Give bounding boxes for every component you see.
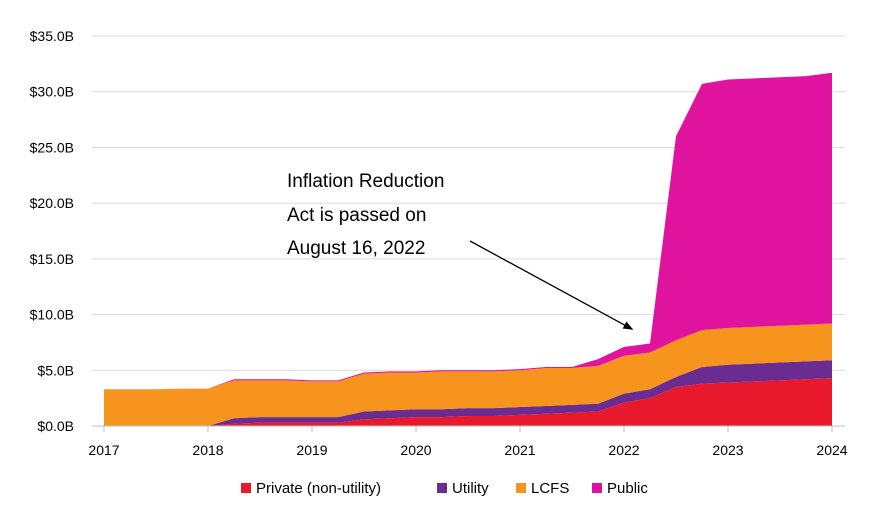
y-tick-label: $25.0B [30, 139, 74, 155]
x-tick-label: 2018 [192, 442, 223, 458]
area-utility [104, 360, 832, 426]
x-tick-label: 2022 [608, 442, 639, 458]
y-tick-label: $35.0B [30, 28, 74, 44]
legend-swatch [516, 483, 526, 493]
legend-swatch [592, 483, 602, 493]
y-tick-label: $0.0B [37, 418, 74, 434]
x-tick-label: 2023 [712, 442, 743, 458]
annotation-line-3: August 16, 2022 [287, 238, 425, 259]
x-tick-label: 2019 [296, 442, 327, 458]
area-private-non-utility [104, 378, 832, 426]
y-tick-label: $30.0B [30, 84, 74, 100]
annotation: Inflation Reduction Act is passed on Aug… [287, 171, 634, 330]
grid-lines [92, 35, 845, 371]
legend-swatch [437, 483, 447, 493]
y-tick-label: $15.0B [30, 251, 74, 267]
legend-label: LCFS [531, 480, 569, 497]
area-lcfs [104, 323, 832, 426]
x-tick-label: 2020 [400, 442, 431, 458]
area-series [104, 72, 832, 426]
x-tick-label: 2017 [88, 442, 119, 458]
annotation-line-2: Act is passed on [287, 205, 426, 226]
y-tick-label: $5.0B [37, 362, 74, 378]
legend: Private (non-utility) Utility LCFS Public [241, 480, 648, 497]
legend-swatch [241, 483, 251, 493]
y-tick-label: $10.0B [30, 307, 74, 323]
area-public [104, 72, 832, 390]
legend-label: Public [607, 480, 648, 497]
legend-label: Utility [452, 480, 489, 497]
legend-label: Private (non-utility) [256, 480, 381, 497]
x-tick-label: 2021 [504, 442, 535, 458]
axes: $0.0B $5.0B $10.0B $15.0B $20.0B $25.0B $30.0B… [30, 28, 848, 458]
annotation-line-1: Inflation Reduction [287, 171, 444, 192]
annotation-arrow [469, 240, 634, 330]
y-tick-label: $20.0B [30, 195, 74, 211]
x-tick-label: 2024 [816, 442, 847, 458]
